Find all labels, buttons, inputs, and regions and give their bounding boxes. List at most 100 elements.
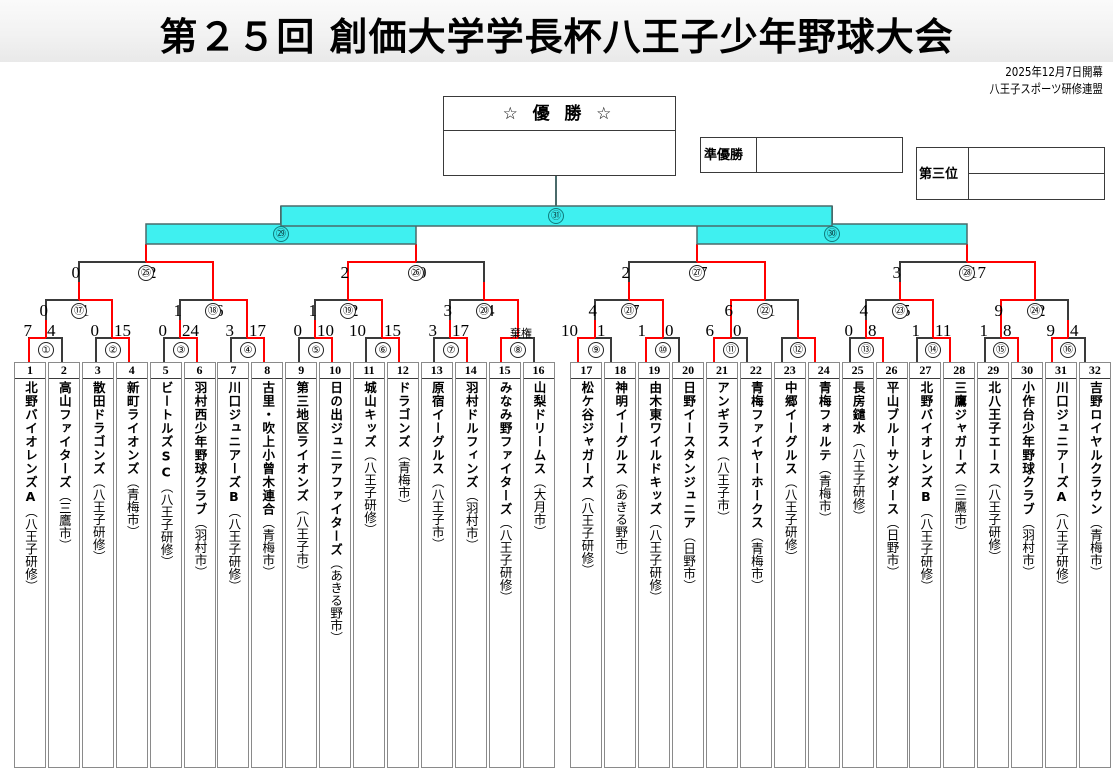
team-column-1[interactable]: 1 北野バイオレンズA（八王子研修） <box>14 362 46 768</box>
team-column-7[interactable]: 7 川口ジュニアーズB（八王子研修） <box>217 362 250 768</box>
score-g26-left: 2 <box>340 263 350 282</box>
team-column-30[interactable]: 30 小作台少年野球クラブ（羽村市） <box>1011 362 1044 768</box>
team-column-4[interactable]: 4 新町ライオンズ（青梅市） <box>115 362 148 768</box>
game-badge-4[interactable]: ④ <box>240 342 256 358</box>
team-column-2[interactable]: 2 高山ファイターズ（三鷹市） <box>47 362 80 768</box>
third-place-value-a[interactable] <box>969 148 1104 174</box>
team-city-text: （八王子研修） <box>23 505 38 593</box>
score-g18-left: 1 <box>173 301 183 320</box>
team-name-text: 日の出ジュニアファイターズ <box>328 381 344 557</box>
game-badge-20[interactable]: ⑳ <box>476 303 492 319</box>
team-name-text: 新町ライオンズ <box>124 381 140 476</box>
team-column-11[interactable]: 11 城山キッズ（八王子研修） <box>353 362 385 768</box>
score-g2-left: 0 <box>90 321 100 340</box>
game-badge-26[interactable]: ㉖ <box>408 265 424 281</box>
team-number: 17 <box>571 363 602 379</box>
game-badge-9[interactable]: ⑨ <box>588 342 604 358</box>
team-name: 日野イースタンジュニア（日野市） <box>673 379 703 768</box>
game-badge-7[interactable]: ⑦ <box>443 342 459 358</box>
game-badge-21[interactable]: ㉑ <box>621 303 637 319</box>
game-badge-30[interactable]: ㉚ <box>824 226 840 242</box>
team-column-3[interactable]: 3 散田ドラゴンズ（八王子研修） <box>81 362 114 768</box>
score-g6-left: 10 <box>349 321 366 340</box>
team-number: 15 <box>489 363 520 379</box>
team-number: 3 <box>82 363 113 379</box>
team-name-text: 三鷹ジャガーズ <box>952 381 968 476</box>
team-name: アンギラス（八王子市） <box>707 379 737 768</box>
score-g19-left: 1 <box>308 301 318 320</box>
team-column-27[interactable]: 27 北野バイオレンズB（八王子研修） <box>909 362 942 768</box>
team-name-text: 第三地区ライオンズ <box>294 381 310 503</box>
team-number: 19 <box>639 363 670 379</box>
team-city-text: （青梅市） <box>395 448 411 512</box>
game-badge-16[interactable]: ⑯ <box>1060 342 1076 358</box>
team-column-17[interactable]: 17 松ケ谷ジャガーズ（八王子研修） <box>570 362 603 768</box>
game-badge-27[interactable]: ㉗ <box>689 265 705 281</box>
team-column-19[interactable]: 19 由木東ワイルドキッズ（八王子研修） <box>638 362 671 768</box>
organizer-name: 八王子スポーツ研修連盟 <box>989 82 1103 96</box>
team-name: 日の出ジュニアファイターズ（あきる野市） <box>320 379 350 768</box>
team-city-text: （八王子研修） <box>497 516 513 604</box>
team-name-text: 北八王子エース <box>986 381 1002 476</box>
team-number: 21 <box>707 363 737 379</box>
game-badge-15[interactable]: ⑮ <box>993 342 1009 358</box>
team-column-20[interactable]: 20 日野イースタンジュニア（日野市） <box>672 362 705 768</box>
champion-label: ☆ 優 勝 ☆ <box>444 97 675 131</box>
team-column-9[interactable]: 9 第三地区ライオンズ（八王子市） <box>285 362 318 768</box>
game-badge-6[interactable]: ⑥ <box>375 342 391 358</box>
team-column-6[interactable]: 6 羽村西少年野球クラブ（羽村市） <box>183 362 216 768</box>
score-g22-left: 6 <box>724 301 734 320</box>
game-badge-31[interactable]: ㉛ <box>548 208 564 224</box>
team-column-25[interactable]: 25 長房鑓水（八王子研修） <box>841 362 874 768</box>
team-column-26[interactable]: 26 平山ブルーサンダース（日野市） <box>875 362 908 768</box>
team-column-14[interactable]: 14 羽村ドルフィンズ（羽村市） <box>454 362 487 768</box>
team-column-31[interactable]: 31 川口ジュニアーズA（八王子研修） <box>1045 362 1077 768</box>
team-column-24[interactable]: 24 青梅フォルテ（青梅市） <box>807 362 840 768</box>
team-column-29[interactable]: 29 北八王子エース（八王子研修） <box>977 362 1010 768</box>
game-badge-29[interactable]: ㉙ <box>273 226 289 242</box>
game-badge-1[interactable]: ① <box>38 342 54 358</box>
team-name: 松ケ谷ジャガーズ（八王子研修） <box>571 379 601 768</box>
game-badge-10[interactable]: ⑩ <box>655 342 671 358</box>
game-badge-19[interactable]: ⑲ <box>340 303 356 319</box>
game-badge-3[interactable]: ③ <box>173 342 189 358</box>
game-badge-28[interactable]: ㉘ <box>959 265 975 281</box>
team-column-18[interactable]: 18 神明イーグルス（あきる野市） <box>604 362 637 768</box>
team-column-10[interactable]: 10 日の出ジュニアファイターズ（あきる野市） <box>319 362 352 768</box>
game-badge-8[interactable]: ⑧ <box>510 342 526 358</box>
team-column-13[interactable]: 13 原宿イーグルス（八王子市） <box>420 362 453 768</box>
score-g5-right: 10 <box>317 321 334 340</box>
team-number: 23 <box>774 363 805 379</box>
team-column-15[interactable]: 15 みなみ野ファイターズ（八王子研修） <box>488 362 521 768</box>
game-badge-18[interactable]: ⑱ <box>205 303 221 319</box>
team-column-16[interactable]: 16 山梨ドリームス（大月市） <box>522 362 555 768</box>
game-badge-22[interactable]: ㉒ <box>757 303 773 319</box>
team-column-23[interactable]: 23 中郷イーグルス（八王子研修） <box>773 362 806 768</box>
score-g15-left: 1 <box>979 321 989 340</box>
game-badge-13[interactable]: ⑬ <box>858 342 874 358</box>
team-name: 散田ドラゴンズ（八王子研修） <box>83 379 113 768</box>
team-name: 川口ジュニアーズB（八王子研修） <box>218 379 248 768</box>
team-city-text: （青梅市） <box>1087 516 1103 579</box>
game-badge-14[interactable]: ⑭ <box>925 342 941 358</box>
score-g10-left: 1 <box>637 321 647 340</box>
game-badge-11[interactable]: ⑪ <box>723 342 739 358</box>
team-column-22[interactable]: 22 青梅ファイヤーホークス（青梅市） <box>739 362 772 768</box>
game-badge-23[interactable]: ㉓ <box>892 303 908 319</box>
game-badge-5[interactable]: ⑤ <box>308 342 324 358</box>
team-column-8[interactable]: 8 古里・吹上小曾木連合（青梅市） <box>251 362 284 768</box>
score-g6-right: 15 <box>384 321 401 340</box>
game-badge-24[interactable]: ㉔ <box>1027 303 1043 319</box>
game-badge-2[interactable]: ② <box>105 342 121 358</box>
team-column-28[interactable]: 28 三鷹ジャガーズ（三鷹市） <box>943 362 976 768</box>
team-name-text: 長房鑓水 <box>850 381 866 435</box>
team-column-5[interactable]: 5 ビートルズSC（八王子研修） <box>149 362 182 768</box>
team-column-21[interactable]: 21 アンギラス（八王子市） <box>706 362 738 768</box>
game-badge-17[interactable]: ⑰ <box>71 303 87 319</box>
team-name-text: ビートルズSC <box>158 381 174 481</box>
team-column-32[interactable]: 32 吉野ロイヤルクラウン（青梅市） <box>1078 362 1111 768</box>
team-number: 12 <box>387 363 418 379</box>
game-badge-25[interactable]: ㉕ <box>138 265 154 281</box>
game-badge-12[interactable]: ⑫ <box>790 342 806 358</box>
team-column-12[interactable]: 12 ドラゴンズ（青梅市） <box>386 362 419 768</box>
